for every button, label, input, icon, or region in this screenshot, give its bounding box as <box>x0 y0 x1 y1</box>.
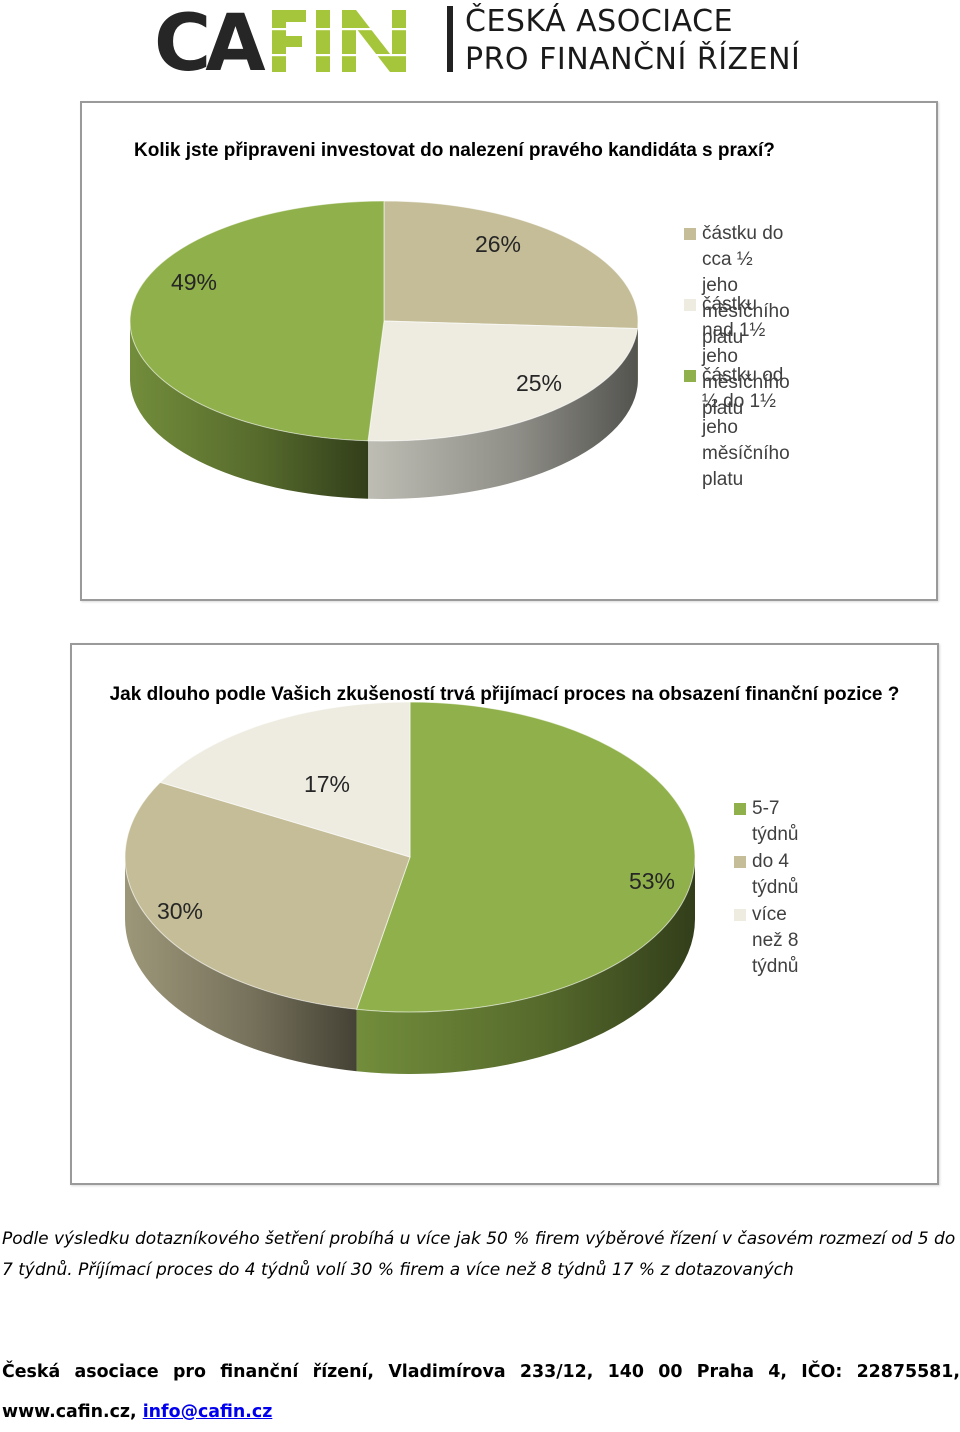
legend-item: částku nad 1½ jeho měsíčního platu <box>684 292 790 422</box>
org-name-line2: PRO FINANČNÍ ŘÍZENÍ <box>465 42 801 77</box>
footer-contact: Česká asociace pro finanční řízení, Vlad… <box>2 1352 960 1432</box>
legend-item: částku do cca ½ jeho měsíčního platu <box>684 221 790 351</box>
pie-side-1 <box>368 328 638 499</box>
legend-label: 5-7 týdnů <box>752 798 799 845</box>
pie-slice-1 <box>124 781 411 1010</box>
header-divider <box>447 6 453 72</box>
pie-side-1 <box>125 857 357 1072</box>
data-label-2: 49% <box>171 269 217 295</box>
legend-label: částku nad 1½ jeho měsíčního platu <box>702 294 790 419</box>
legend-swatch <box>734 909 746 921</box>
pie-slice-2 <box>129 200 385 442</box>
legend-item: částku od ½ do 1½ jeho měsíčního platu <box>684 363 790 493</box>
chart-hiring-duration: Jak dlouho podle Vašich zkušeností trvá … <box>70 643 939 1185</box>
chart-title: Kolik jste připraveni investovat do nale… <box>134 140 775 161</box>
legend-swatch <box>684 370 696 382</box>
legend-swatch <box>684 228 696 240</box>
data-label-1: 25% <box>516 370 562 396</box>
legend-item: 5-7 týdnů <box>734 796 798 848</box>
chart-title: Jak dlouho podle Vašich zkušeností trvá … <box>109 684 900 705</box>
legend-label: více než 8 týdnů <box>752 904 799 977</box>
data-label-2: 17% <box>304 771 350 797</box>
footer-email-link[interactable]: info@cafin.cz <box>142 1402 273 1422</box>
org-name-line1: ČESKÁ ASOCIACE <box>465 4 734 39</box>
svg-text:CA: CA <box>154 2 265 76</box>
legend-label: částku od ½ do 1½ jeho měsíčního platu <box>702 365 790 490</box>
summary-paragraph: Podle výsledku dotazníkového šetření pro… <box>2 1229 956 1280</box>
legend-swatch <box>684 299 696 311</box>
pie-side-0 <box>356 857 696 1074</box>
legend-label: do 4 týdnů <box>752 851 799 898</box>
chart-investment: Kolik jste připraveni investovat do nale… <box>80 101 938 601</box>
pie-chart: 26% 25% 49% <box>129 200 639 499</box>
pie-chart: 53% 30% 17% <box>124 701 696 1074</box>
pie-slice-0 <box>383 200 639 330</box>
cafin-logo: CA <box>154 2 416 76</box>
pie-slice-2 <box>159 701 411 858</box>
pie-side-0 <box>637 321 638 387</box>
legend-swatch <box>734 856 746 868</box>
legend-label: částku do cca ½ jeho měsíčního platu <box>702 223 790 348</box>
legend-item: do 4 týdnů <box>734 849 798 901</box>
data-label-0: 26% <box>475 231 521 257</box>
pie-slice-1 <box>367 320 639 442</box>
data-label-1: 30% <box>157 898 203 924</box>
legend-swatch <box>734 803 746 815</box>
data-label-0: 53% <box>629 868 675 894</box>
legend-item: více než 8 týdnů <box>734 902 798 980</box>
pie-side-2 <box>130 321 369 499</box>
pie-slice-0 <box>355 701 696 1013</box>
footer-address: Česká asociace pro finanční řízení, Vlad… <box>2 1362 960 1422</box>
